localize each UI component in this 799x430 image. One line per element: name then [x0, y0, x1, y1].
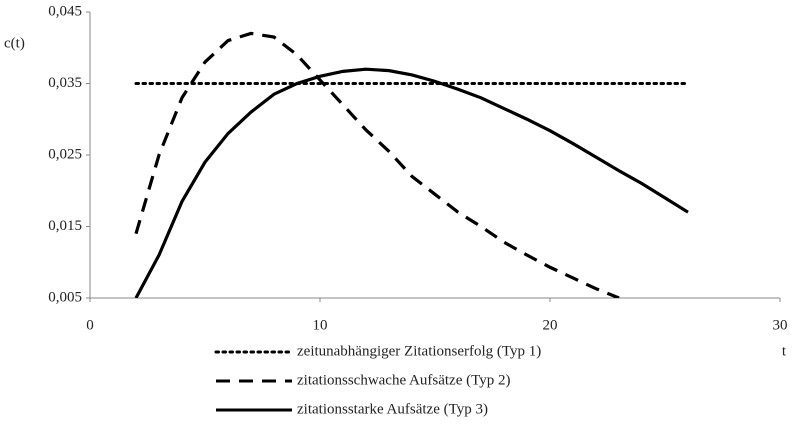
- legend-label: zitationsschwache Aufsätze (Typ 2): [297, 372, 510, 388]
- x-tick-label: 10: [313, 317, 328, 333]
- line-series: [134, 67, 689, 298]
- y-tick-label: 0,025: [48, 146, 82, 162]
- y-tick-label: 0,015: [48, 218, 82, 234]
- x-tick-label: 30: [773, 317, 788, 333]
- x-axis-label: t: [782, 343, 787, 359]
- legend-label: zitationsstarke Aufsätze (Typ 3): [297, 401, 488, 417]
- y-tick-label: 0,035: [48, 75, 82, 91]
- line-series: [134, 31, 620, 298]
- y-tick-label: 0,045: [48, 3, 82, 19]
- x-tick-label: 20: [543, 317, 558, 333]
- y-tick-label: 0,005: [48, 289, 82, 305]
- y-axis-label: c(t): [4, 35, 25, 51]
- x-tick-label: 0: [86, 317, 94, 333]
- legend-label: zeitunabhängiger Zitationserfolg (Typ 1): [297, 343, 541, 359]
